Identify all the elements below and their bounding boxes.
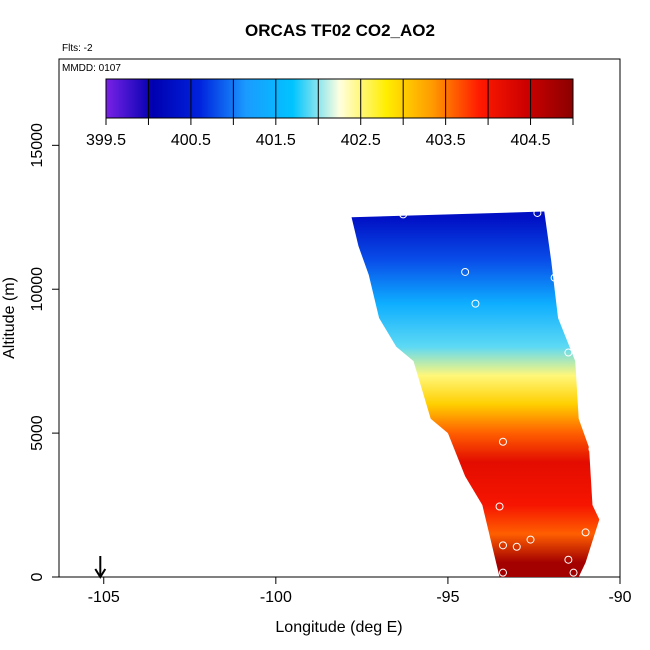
x-tick-label: -90	[608, 589, 631, 606]
colorbar-tick-label: 399.5	[86, 132, 126, 149]
y-axis-label: Altitude (m)	[1, 277, 18, 359]
sample-marker	[498, 437, 507, 446]
y-tick-label: 0	[29, 572, 46, 581]
sample-marker	[526, 535, 535, 544]
sample-marker	[512, 542, 521, 551]
y-tick-label: 5000	[29, 415, 46, 451]
colorbar-tick-label: 403.5	[426, 132, 466, 149]
x-tick-label: -95	[436, 589, 459, 606]
x-tick-label: -105	[88, 589, 120, 606]
sample-marker	[581, 528, 590, 537]
sample-marker	[498, 541, 507, 550]
flight-region	[351, 211, 600, 577]
sample-marker	[569, 568, 578, 577]
sample-marker	[495, 502, 504, 511]
colorbar: 399.5 400.5 401.5 402.5 403.5 404.5	[86, 78, 574, 149]
colorbar-tick-label: 400.5	[171, 132, 211, 149]
colorbar-tick-label: 402.5	[341, 132, 381, 149]
sample-marker	[550, 273, 559, 282]
sample-marker	[588, 444, 597, 453]
sample-marker	[399, 210, 408, 219]
sample-marker	[498, 568, 507, 577]
colorbar-tick-label: 404.5	[511, 132, 551, 149]
x-axis: -105 -100 -95 -90	[88, 577, 632, 606]
colorbar-ticks: 399.5 400.5 401.5 402.5 403.5 404.5	[86, 79, 574, 149]
plot-frame	[58, 58, 621, 578]
y-axis: 0 5000 10000 15000	[29, 123, 59, 581]
sample-marker	[533, 208, 542, 217]
y-tick-label: 10000	[29, 267, 46, 312]
chart-title: ORCAS TF02 CO2_AO2	[245, 21, 435, 40]
colorbar-bar	[105, 78, 574, 119]
arrow-head	[94, 568, 107, 579]
sample-marker	[564, 555, 573, 564]
flight-heatmap	[351, 211, 600, 577]
y-tick-label: 15000	[29, 123, 46, 168]
colorbar-tick-label: 401.5	[256, 132, 296, 149]
sample-marker	[461, 267, 470, 276]
arrow-marker	[94, 556, 107, 579]
x-axis-label: Longitude (deg E)	[275, 619, 402, 636]
date-label: MMDD: 0107	[62, 63, 121, 74]
flights-label: Flts: -2	[62, 43, 93, 54]
sample-markers	[399, 208, 597, 577]
sample-marker	[564, 348, 573, 357]
x-tick-label: -100	[260, 589, 292, 606]
sample-marker	[471, 299, 480, 308]
